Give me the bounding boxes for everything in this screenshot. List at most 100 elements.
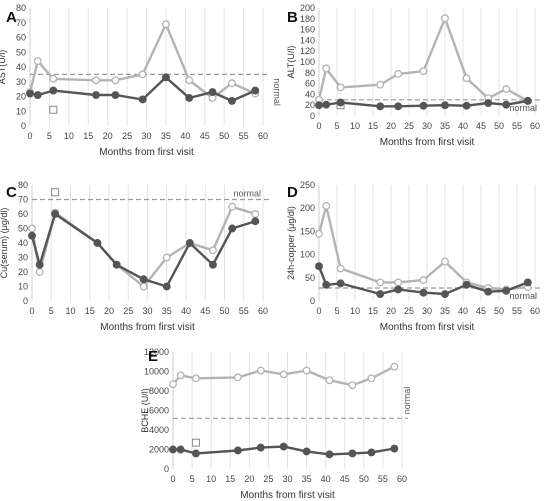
y-tick-label: 70 bbox=[16, 18, 26, 28]
data-point-filled bbox=[322, 100, 331, 109]
y-axis-label: AST(U/l) bbox=[0, 50, 7, 85]
x-tick-label: 45 bbox=[200, 131, 210, 141]
data-point-open bbox=[227, 79, 236, 88]
data-point-open bbox=[228, 202, 237, 211]
data-point-open bbox=[251, 210, 260, 218]
data-point-open bbox=[302, 366, 311, 375]
y-axis-label: BCHE (U/l) bbox=[140, 388, 150, 433]
x-tick-label: 25 bbox=[404, 306, 414, 316]
x-tick-label: 45 bbox=[476, 121, 486, 131]
y-tick-label: 70 bbox=[18, 195, 28, 205]
y-tick-label: 12000 bbox=[144, 347, 169, 357]
x-tick-label: 25 bbox=[263, 474, 273, 484]
y-tick-label: 180 bbox=[300, 14, 315, 24]
y-tick-label: 140 bbox=[300, 35, 315, 45]
x-tick-label: 5 bbox=[49, 306, 54, 316]
x-tick-label: 10 bbox=[350, 306, 360, 316]
x-axis-label: Months from first visit bbox=[380, 137, 475, 148]
y-tick-label: 0 bbox=[21, 121, 26, 131]
y-tick-label: 30 bbox=[18, 253, 28, 263]
data-point-filled bbox=[176, 445, 185, 454]
y-tick-label: 4000 bbox=[149, 425, 169, 435]
y-tick-label: 80 bbox=[305, 68, 315, 78]
data-point-filled bbox=[251, 86, 260, 95]
data-point-filled bbox=[462, 280, 471, 289]
x-tick-label: 0 bbox=[29, 306, 34, 316]
data-point-filled bbox=[227, 96, 236, 105]
x-tick-label: 35 bbox=[162, 306, 172, 316]
data-point-filled bbox=[256, 443, 265, 452]
data-point-open bbox=[185, 76, 194, 85]
data-point-open bbox=[191, 374, 200, 383]
data-point-open bbox=[208, 246, 217, 255]
x-tick-label: 60 bbox=[530, 306, 540, 316]
x-tick-label: 15 bbox=[85, 306, 95, 316]
x-tick-label: 45 bbox=[476, 306, 486, 316]
y-axis-label: 24h-copper (μg/dl) bbox=[286, 206, 296, 280]
x-tick-label: 20 bbox=[103, 131, 113, 141]
data-point-filled bbox=[367, 448, 376, 457]
x-tick-label: 10 bbox=[206, 474, 216, 484]
data-point-filled bbox=[336, 98, 345, 107]
data-point-filled bbox=[111, 91, 120, 99]
data-point-open bbox=[279, 370, 288, 379]
data-point-open bbox=[111, 76, 120, 85]
y-axis-label: ALT(U/l) bbox=[286, 46, 296, 79]
y-tick-label: 160 bbox=[300, 25, 315, 35]
y-tick-label: 10000 bbox=[144, 367, 169, 377]
data-point-filled bbox=[441, 101, 449, 110]
x-tick-label: 30 bbox=[422, 121, 432, 131]
x-tick-label: 10 bbox=[64, 131, 74, 141]
data-point-filled bbox=[169, 445, 177, 454]
panel-e: 0 2000 4000 6000 8000 10000 12000 0 5 10 15 20 25 30 3… bbox=[140, 347, 412, 501]
x-axis-label: Months from first visit bbox=[240, 490, 335, 501]
y-tick-label: 250 bbox=[300, 180, 315, 190]
x-tick-label: 55 bbox=[512, 306, 522, 316]
y-tick-label: 20 bbox=[16, 92, 26, 102]
data-point-filled bbox=[139, 275, 148, 284]
y-tick-label: 50 bbox=[18, 224, 28, 234]
data-point-filled bbox=[462, 101, 471, 110]
square-marker bbox=[49, 105, 58, 114]
data-point-filled bbox=[419, 288, 428, 297]
normal-label: normal bbox=[509, 103, 537, 113]
data-point-open bbox=[419, 276, 428, 285]
panel-c: 0 10 20 30 40 50 60 70 80 0 5 10 15 20 25 30 35 40 45 50 55 6… bbox=[0, 180, 269, 333]
data-point-open bbox=[367, 374, 376, 383]
x-tick-label: 5 bbox=[334, 121, 339, 131]
x-tick-label: 25 bbox=[404, 121, 414, 131]
data-point-filled bbox=[390, 444, 399, 453]
data-point-open bbox=[315, 229, 323, 238]
data-point-open bbox=[176, 371, 185, 380]
square-marker bbox=[51, 188, 60, 197]
y-tick-label: 20 bbox=[18, 267, 28, 277]
x-tick-label: 0 bbox=[170, 474, 175, 484]
x-tick-label: 40 bbox=[458, 306, 468, 316]
x-tick-label: 45 bbox=[200, 306, 210, 316]
y-tick-label: 60 bbox=[16, 33, 26, 43]
x-tick-label: 20 bbox=[104, 306, 114, 316]
x-tick-label: 50 bbox=[219, 306, 229, 316]
y-tick-label: 60 bbox=[305, 79, 315, 89]
x-tick-label: 10 bbox=[350, 121, 360, 131]
data-point-open bbox=[138, 70, 147, 79]
data-point-filled bbox=[441, 290, 449, 298]
x-tick-label: 5 bbox=[334, 306, 339, 316]
data-point-filled bbox=[394, 285, 403, 294]
data-point-filled bbox=[523, 96, 532, 105]
panel-d: 0 50 100 150 200 250 0 5 10 15 20 25 30 35 40 45 50 55 60 M… bbox=[286, 180, 541, 333]
normal-label: normal bbox=[402, 387, 412, 415]
x-tick-label: 50 bbox=[359, 474, 369, 484]
y-tick-label: 0 bbox=[310, 111, 315, 121]
data-point-filled bbox=[523, 278, 532, 287]
y-tick-label: 120 bbox=[300, 46, 315, 56]
x-tick-label: 40 bbox=[321, 474, 331, 484]
y-tick-label: 0 bbox=[23, 296, 28, 306]
data-point-open bbox=[336, 264, 345, 273]
y-tick-label: 40 bbox=[16, 62, 26, 72]
x-tick-label: 55 bbox=[239, 131, 249, 141]
y-tick-label: 40 bbox=[305, 89, 315, 99]
data-point-filled bbox=[28, 231, 36, 240]
data-point-open bbox=[462, 74, 471, 83]
y-tick-label: 80 bbox=[16, 3, 26, 13]
